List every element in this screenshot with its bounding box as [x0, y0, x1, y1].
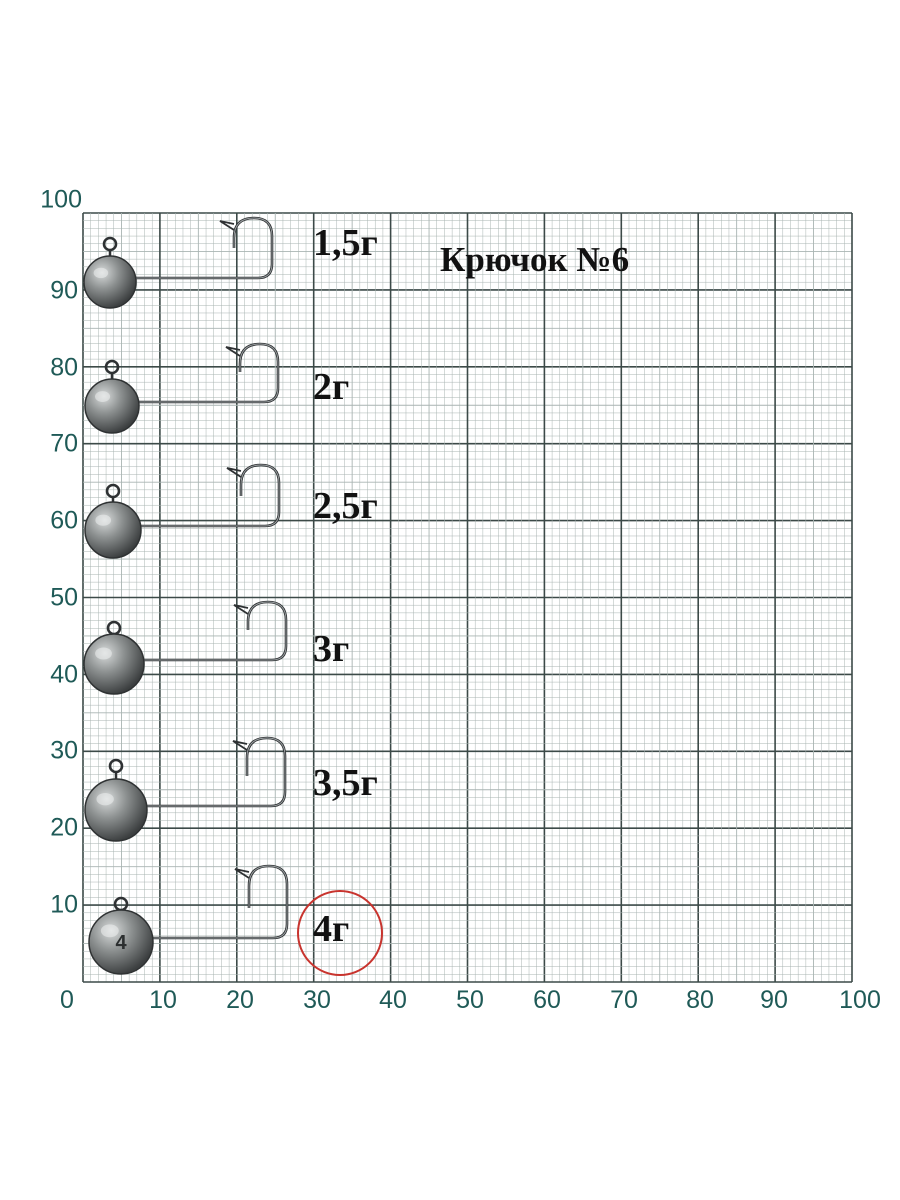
y-tick-label: 80: [50, 353, 78, 382]
jig-head-hook: [83, 216, 274, 309]
hook-wire: [132, 216, 274, 280]
y-tick-label: 20: [50, 813, 78, 842]
weight-label-3g: 3г: [313, 628, 350, 670]
hook-barb: [233, 604, 249, 615]
y-tick-label: 50: [50, 583, 78, 612]
x-tick-label: 60: [533, 986, 561, 1014]
lead-ball: [84, 778, 148, 842]
hook-barb: [219, 220, 235, 231]
lead-ball-shine: [95, 647, 112, 660]
x-tick-label: 80: [686, 986, 714, 1014]
hook-barb: [234, 868, 250, 879]
x-tick-label: 90: [760, 986, 788, 1014]
x-tick-label: 70: [610, 986, 638, 1014]
hook-barb: [226, 467, 242, 478]
hook-wire-highlight: [149, 865, 288, 939]
hook-wire: [149, 864, 289, 940]
eye-ring: [108, 758, 124, 774]
eye-ring: [105, 483, 121, 499]
lead-ball-shine: [95, 514, 112, 526]
weight-label-3-5g: 3,5г: [313, 762, 378, 804]
lead-ball: [83, 633, 145, 695]
x-tick-label: 40: [379, 986, 407, 1014]
weight-label-2g: 2г: [313, 366, 350, 408]
lead-ball: [83, 255, 137, 309]
y-tick-label: 90: [50, 276, 78, 305]
eye-ring: [104, 359, 120, 375]
y-tick-label: 40: [50, 660, 78, 689]
x-tick-label: 50: [456, 986, 484, 1014]
x-tick-label: 10: [149, 986, 177, 1014]
lead-ball-shine: [93, 267, 109, 279]
jig-heads: 4: [83, 216, 289, 975]
lead-ball-shine: [100, 924, 119, 938]
y-tick-label: 100: [40, 185, 82, 214]
hook-size-title: Крючок №6: [440, 240, 630, 279]
x-tick-label: 0: [60, 986, 74, 1014]
hook-wire-highlight: [140, 601, 287, 661]
highlight-circle: [297, 890, 383, 976]
hook-wire-highlight: [132, 217, 273, 279]
x-tick-label: 100: [839, 986, 881, 1014]
jig-head-hook: [83, 600, 288, 695]
hook-wire: [135, 342, 280, 404]
eye-ring: [102, 236, 118, 252]
jig-head-hook: [84, 463, 281, 559]
x-tick-label: 20: [226, 986, 254, 1014]
y-tick-label: 10: [50, 890, 78, 919]
jig-head-hook: [84, 342, 280, 434]
lead-ball-shine: [96, 792, 114, 806]
hook-wire: [137, 463, 281, 528]
lead-ball-shine: [94, 391, 111, 402]
y-tick-label: 30: [50, 736, 78, 765]
y-tick-label: 70: [50, 429, 78, 458]
hook-wire: [143, 736, 287, 808]
hook-barb: [232, 740, 248, 751]
jig-head-hook: [84, 736, 287, 842]
lead-ball: [84, 378, 140, 434]
graph-paper-grid: [82, 212, 853, 983]
hook-wire-highlight: [135, 343, 279, 403]
hook-wire-highlight: [137, 464, 280, 527]
weight-label-2-5g: 2,5г: [313, 485, 378, 527]
weight-label-1-5g: 1,5г: [313, 222, 378, 264]
head-weight-mark: 4: [115, 932, 127, 954]
y-tick-label: 60: [50, 506, 78, 535]
hook-barb: [225, 346, 241, 357]
hook-wire-highlight: [143, 737, 286, 807]
jig-head-hook: 4: [88, 864, 289, 975]
x-tick-label: 30: [303, 986, 331, 1014]
lead-ball: [84, 501, 142, 559]
